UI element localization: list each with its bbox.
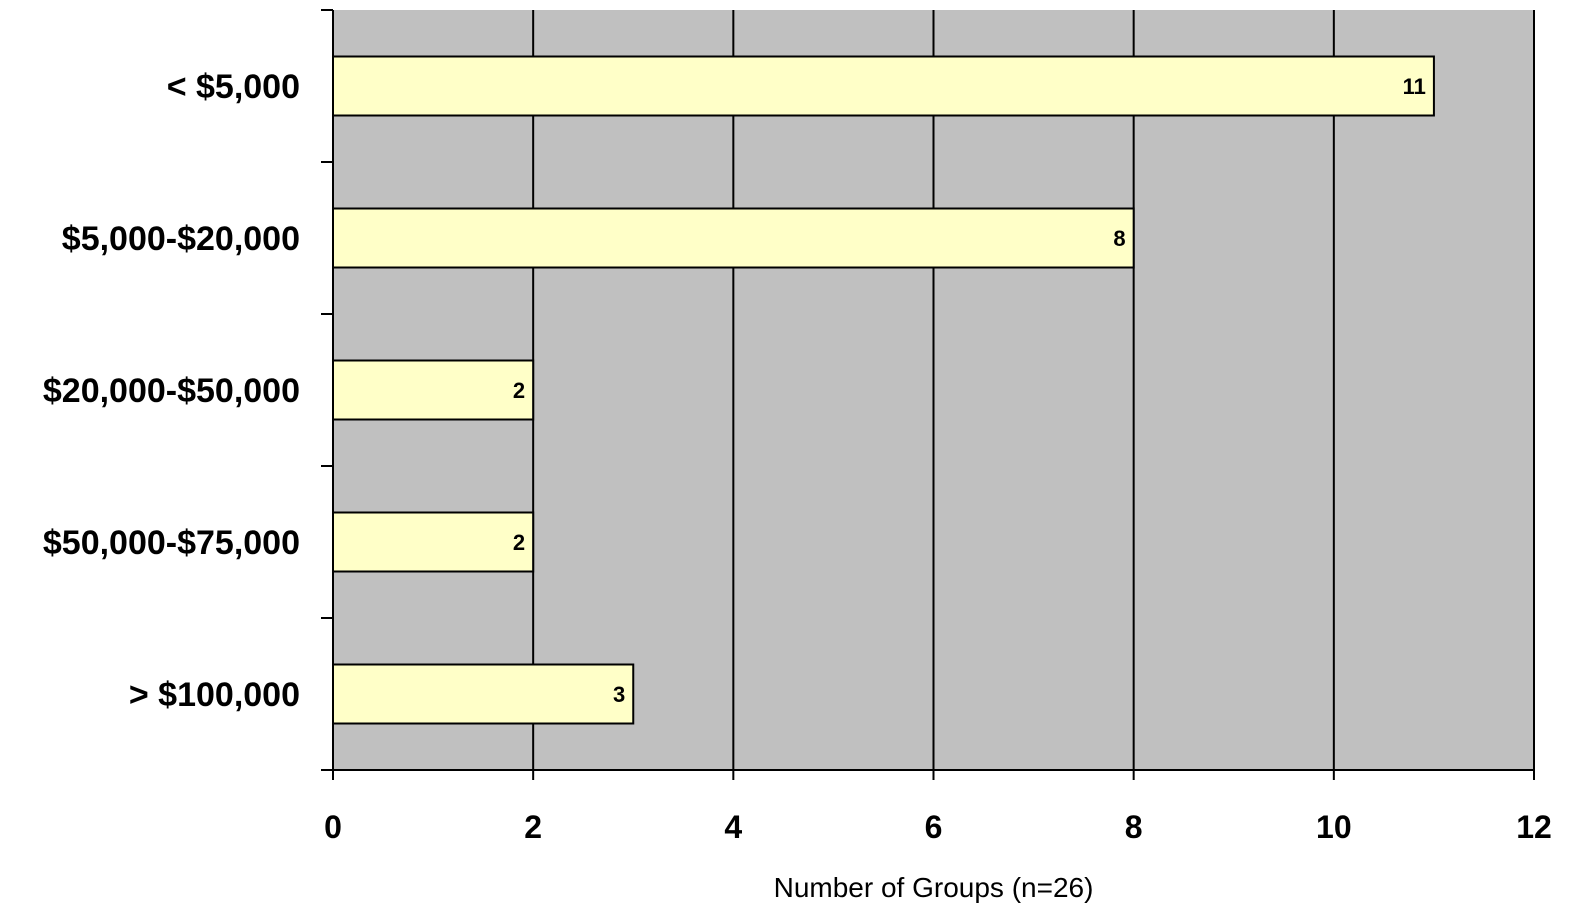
bar-1 [332,207,1135,269]
bar-0 [332,55,1435,117]
category-label-2: $20,000-$50,000 [43,372,300,410]
data-labels: 11 8 2 2 3 [513,74,1426,707]
x-tick-label-5: 10 [1316,809,1352,845]
data-label-1: 8 [1113,226,1125,251]
category-labels: < $5,000 $5,000-$20,000 $20,000-$50,000 $50… [43,68,300,714]
bar-2 [332,359,535,421]
data-label-3: 2 [513,530,525,555]
bar-4 [332,663,635,725]
bar-3 [332,511,535,573]
x-tick-label-2: 4 [724,809,742,845]
gridlines [532,10,1535,770]
category-label-1: $5,000-$20,000 [62,220,300,258]
x-axis-title: Number of Groups (n=26) [774,872,1094,903]
axes [321,9,1535,780]
data-label-0: 11 [1403,74,1426,99]
tick-labels: 0 2 4 6 8 10 12 [324,809,1552,845]
category-label-0: < $5,000 [167,68,300,106]
data-label-2: 2 [513,378,525,403]
x-tick-label-6: 12 [1516,809,1552,845]
category-label-4: > $100,000 [129,676,300,714]
data-label-4: 3 [613,682,625,707]
x-tick-label-4: 8 [1125,809,1143,845]
x-tick-label-1: 2 [524,809,542,845]
category-label-3: $50,000-$75,000 [43,524,300,562]
x-tick-label-0: 0 [324,809,342,845]
bars [332,55,1435,725]
x-tick-label-3: 6 [925,809,943,845]
